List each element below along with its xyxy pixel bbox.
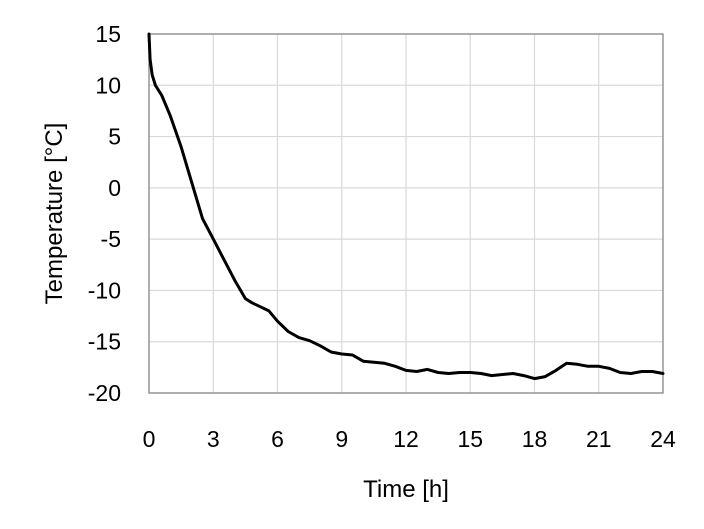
y-tick-label: 15	[95, 21, 121, 47]
x-tick-label: 0	[143, 426, 156, 452]
x-tick-labels: 0 3 6 9 12 15 18 21 24	[143, 426, 676, 452]
x-tick-label: 6	[271, 426, 284, 452]
x-axis-title: Time [h]	[363, 476, 449, 503]
y-tick-label: 0	[108, 175, 121, 201]
plot-area	[148, 33, 664, 394]
y-tick-label: -20	[88, 380, 121, 406]
x-tick-label: 12	[393, 426, 419, 452]
y-tick-label: -5	[101, 226, 121, 252]
series-layer	[147, 32, 665, 381]
y-axis-title: Temperature [°C]	[41, 123, 68, 305]
x-tick-label: 21	[586, 426, 612, 452]
y-tick-label: 10	[95, 72, 121, 98]
y-tick-label: 5	[108, 124, 121, 150]
x-tick-label: 24	[650, 426, 676, 452]
x-tick-label: 9	[335, 426, 348, 452]
series-line	[147, 32, 665, 381]
grid	[148, 33, 664, 394]
y-tick-label: -15	[88, 329, 121, 355]
x-tick-label: 3	[207, 426, 220, 452]
y-tick-label: -10	[88, 277, 121, 303]
x-tick-label: 18	[522, 426, 548, 452]
y-tick-labels: 15 10 5 0 -5 -10 -15 -20	[88, 21, 121, 406]
x-tick-label: 15	[457, 426, 483, 452]
